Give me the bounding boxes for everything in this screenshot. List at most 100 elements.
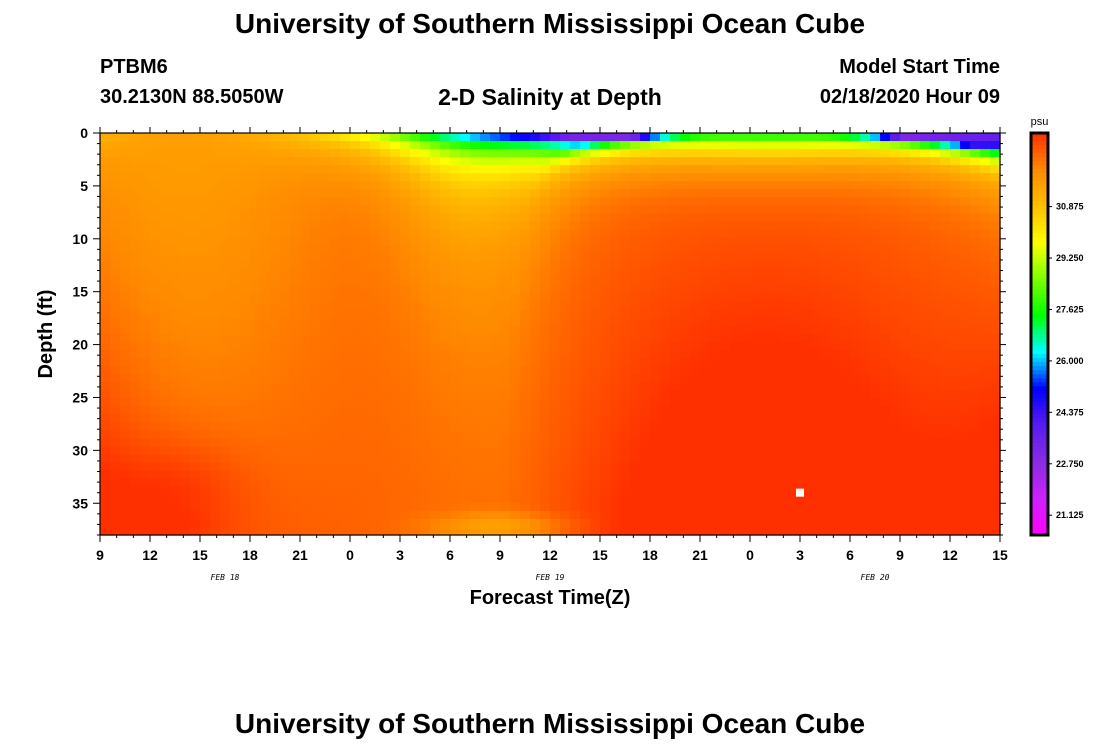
heatmap-cell [440,245,451,255]
heatmap-cell [340,197,351,206]
heatmap-cell [460,462,471,472]
heatmap-cell [230,317,241,327]
heatmap-cell [340,430,351,440]
heatmap-cell [270,382,281,391]
heatmap-cell [850,205,861,214]
heatmap-cell [150,325,161,335]
heatmap-cell [960,229,971,239]
heatmap-cell [730,261,741,271]
heatmap-cell [510,486,521,496]
heatmap-cell [630,277,641,287]
heatmap-cell [770,342,781,351]
heatmap-cell [900,342,911,351]
heatmap-cell [750,454,761,464]
heatmap-cell [460,494,471,504]
heatmap-cell [460,510,471,520]
heatmap-cell [180,261,191,271]
heatmap-cell [790,334,801,343]
heatmap-cell [900,390,911,399]
heatmap-cell [800,237,811,247]
heatmap-cell [560,277,571,287]
heatmap-cell [750,205,761,214]
heatmap-cell [850,293,861,303]
heatmap-cell [360,245,371,255]
heatmap-cell [640,494,651,504]
heatmap-cell [200,141,211,150]
heatmap-cell [420,478,431,488]
heatmap-cell [650,301,661,311]
heatmap-cell [660,261,671,271]
heatmap-cell [420,398,431,407]
heatmap-cell [880,253,891,263]
heatmap-cell [630,229,641,239]
heatmap-cell [750,478,761,488]
heatmap-cell [360,325,371,335]
heatmap-cell [690,237,701,247]
heatmap-cell [220,237,231,247]
heatmap-cell [890,269,901,279]
heatmap-cell [210,462,221,472]
heatmap-cell [390,398,401,407]
heatmap-cell [310,366,321,375]
heatmap-cell [160,285,171,295]
heatmap-cell [720,149,731,158]
heatmap-cell [560,486,571,496]
heatmap-cell [120,181,131,190]
heatmap-cell [140,157,151,166]
heatmap-cell [380,414,391,424]
heatmap-cell [890,478,901,488]
heatmap-cell [660,422,671,432]
heatmap-cell [470,293,481,303]
heatmap-cell [220,229,231,239]
heatmap-cell [880,478,891,488]
colorbar-segment [1031,173,1048,178]
heatmap-cell [100,454,111,464]
heatmap-cell [630,358,641,367]
heatmap-cell [390,237,401,247]
heatmap-cell [880,414,891,424]
heatmap-cell [140,470,151,480]
heatmap-cell [920,269,931,279]
heatmap-cell [720,446,731,456]
heatmap-cell [350,342,361,351]
heatmap-cell [140,414,151,424]
heatmap-cell [550,165,561,174]
heatmap-cell [750,293,761,303]
heatmap-cell [290,205,301,214]
heatmap-cell [570,358,581,367]
heatmap-cell [580,454,591,464]
heatmap-cell [100,197,111,206]
heatmap-cell [700,277,711,287]
heatmap-cell [260,470,271,480]
heatmap-cell [270,390,281,399]
heatmap-cell [660,454,671,464]
heatmap-cell [270,398,281,407]
y-tick-label: 20 [72,337,88,353]
heatmap-cell [230,414,241,424]
heatmap-cell [910,205,921,214]
heatmap-cell [790,165,801,174]
heatmap-cell [590,518,601,528]
heatmap-cell [960,181,971,190]
heatmap-cell [920,430,931,440]
heatmap-cell [560,181,571,190]
heatmap-cell [870,502,881,512]
heatmap-cell [400,390,411,399]
heatmap-cell [990,502,1001,512]
heatmap-cell [270,486,281,496]
heatmap-cell [400,446,411,456]
footer-title: University of Southern Mississippi Ocean… [234,708,866,739]
heatmap-cell [410,470,421,480]
x-tick-label: 21 [692,547,708,563]
colorbar-segment [1031,346,1048,351]
heatmap-cell [240,510,251,520]
heatmap-cell [240,269,251,279]
heatmap-cell [920,285,931,295]
heatmap-cell [400,197,411,206]
heatmap-cell [240,197,251,206]
heatmap-cell [890,293,901,303]
heatmap-cell [420,422,431,432]
heatmap-cell [820,390,831,399]
heatmap-cell [910,197,921,206]
heatmap-cell [940,285,951,295]
